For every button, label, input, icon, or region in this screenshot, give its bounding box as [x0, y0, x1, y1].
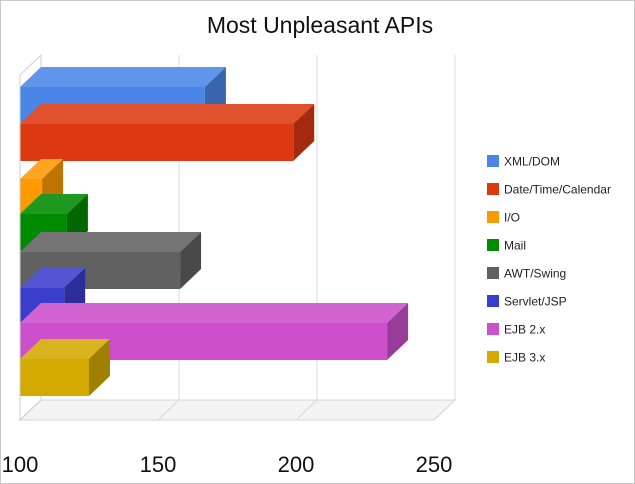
bar-top-ejb-3-x: [20, 339, 110, 359]
bar-side-date-time-calendar: [293, 104, 315, 161]
legend-label-ejb-2-x: EJB 2.x: [504, 323, 545, 337]
legend-label-servlet-jsp: Servlet/JSP: [504, 295, 567, 309]
chart-title: Most Unpleasant APIs: [206, 12, 434, 38]
chart-floor: [18, 399, 457, 421]
legend-label-mail: Mail: [504, 239, 526, 253]
legend-swatch-servlet-jsp: [487, 295, 499, 307]
floor-gridline: [433, 399, 456, 421]
bar-side-ejb-3-x: [89, 339, 110, 396]
bar-date-time-calendar: [20, 124, 294, 161]
legend-swatch-date-time-calendar: [487, 183, 499, 195]
bar-top-awt-swing: [20, 232, 202, 252]
legend-swatch-mail: [487, 239, 499, 251]
x-tick-label: 100: [2, 452, 39, 477]
legend-swatch-ejb-3-x: [487, 351, 499, 363]
bar-top-xml-dom: [20, 67, 226, 87]
legend-label-ejb-3-x: EJB 3.x: [504, 351, 545, 365]
bar-top-i-o: [20, 159, 64, 179]
bar-top-date-time-calendar: [20, 104, 315, 124]
bar-top-mail: [20, 194, 88, 214]
x-tick-label: 200: [278, 452, 315, 477]
legend-label-xml-dom: XML/DOM: [504, 155, 560, 169]
bar-side-ejb-2-x: [387, 303, 409, 360]
legend-swatch-awt-swing: [487, 267, 499, 279]
bar-top-servlet-jsp: [20, 268, 86, 288]
legend-label-awt-swing: AWT/Swing: [504, 267, 566, 281]
x-tick-label: 150: [140, 452, 177, 477]
bar-top-ejb-2-x: [20, 303, 409, 323]
bar-ejb-3-x: [20, 359, 89, 396]
legend-swatch-ejb-2-x: [487, 323, 499, 335]
x-tick-label: 250: [416, 452, 453, 477]
legend-label-date-time-calendar: Date/Time/Calendar: [504, 183, 611, 197]
floor-gridline: [157, 399, 180, 421]
legend-swatch-i-o: [487, 211, 499, 223]
legend-label-i-o: I/O: [504, 211, 520, 225]
legend-swatch-xml-dom: [487, 155, 499, 167]
floor-gridline: [295, 399, 318, 421]
bar-side-awt-swing: [180, 232, 202, 289]
